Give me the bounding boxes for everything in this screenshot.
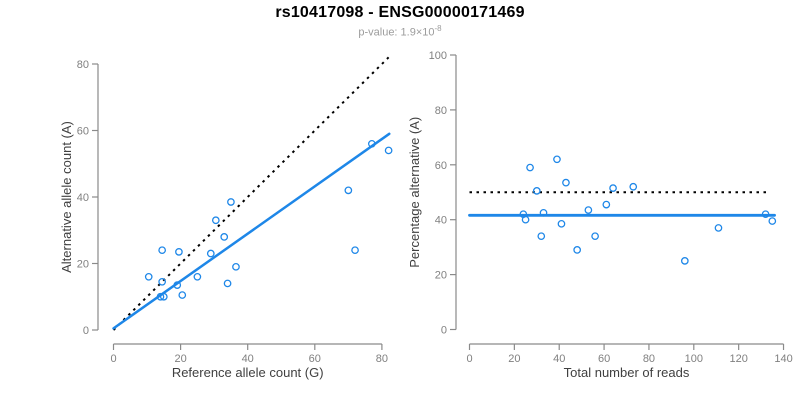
x-axis-title: Reference allele count (G) <box>172 365 324 380</box>
y-tick-label: 40 <box>77 192 89 204</box>
data-point <box>573 246 582 254</box>
data-point <box>539 208 548 217</box>
data-point <box>557 219 566 228</box>
data-point <box>156 292 165 301</box>
data-point <box>537 232 546 241</box>
x-tick-label: 80 <box>376 353 388 365</box>
x-axis-title: Total number of reads <box>564 365 690 380</box>
y-tick-label: 40 <box>435 215 447 227</box>
y-tick-label: 60 <box>435 160 447 172</box>
identity-line <box>112 56 390 331</box>
p-value-text: p-value: 1.9×10 <box>358 26 435 39</box>
x-tick-label: 20 <box>508 353 520 365</box>
y-tick-label: 80 <box>77 59 89 71</box>
y-tick-label: 80 <box>435 105 447 117</box>
x-tick-label: 40 <box>242 353 254 365</box>
x-tick-label: 120 <box>729 353 747 365</box>
x-tick-label: 140 <box>774 353 792 365</box>
data-point <box>220 233 229 241</box>
y-axis-title: Alternative allele count (A) <box>59 121 74 273</box>
data-point <box>521 215 530 224</box>
data-point <box>367 139 376 148</box>
data-point <box>178 291 187 299</box>
data-point <box>144 272 153 281</box>
y-tick-label: 0 <box>441 325 447 337</box>
data-point <box>158 246 166 255</box>
x-tick-label: 0 <box>466 353 472 365</box>
x-tick-label: 40 <box>553 353 565 365</box>
y-tick-label: 20 <box>77 259 89 271</box>
y-axis-title: Percentage alternative (A) <box>407 117 422 268</box>
data-point <box>351 246 359 255</box>
x-tick-label: 20 <box>174 353 186 365</box>
x-tick-label: 100 <box>685 353 703 365</box>
page-title: rs10417098 - ENSG00000171469 <box>275 4 525 21</box>
x-tick-label: 60 <box>598 353 610 365</box>
data-point <box>591 232 599 241</box>
data-point <box>562 178 570 187</box>
y-tick-label: 60 <box>77 126 89 138</box>
data-point <box>384 146 393 155</box>
data-point <box>173 281 182 289</box>
p-value-subtitle: p-value: 1.9×10-8 <box>0 24 800 39</box>
data-point <box>761 210 770 219</box>
data-point <box>609 184 617 192</box>
data-point <box>680 257 689 265</box>
data-point <box>714 224 723 232</box>
data-point <box>629 182 638 191</box>
data-point <box>193 272 202 281</box>
data-point <box>175 248 183 256</box>
data-point <box>159 292 168 301</box>
data-point <box>211 216 220 225</box>
data-point <box>584 206 593 214</box>
data-point <box>223 279 232 288</box>
y-tick-label: 20 <box>435 270 447 282</box>
data-point <box>232 262 240 271</box>
regression-line <box>112 132 391 330</box>
p-value-exponent: -8 <box>434 24 442 33</box>
data-point <box>768 217 777 225</box>
data-point <box>206 249 215 258</box>
data-point <box>526 163 534 172</box>
data-point <box>158 277 166 286</box>
y-tick-label: 100 <box>429 50 447 62</box>
x-tick-label: 60 <box>309 353 321 365</box>
x-tick-label: 80 <box>643 353 655 365</box>
data-point <box>602 200 611 209</box>
data-point <box>532 187 541 195</box>
data-point <box>227 198 235 206</box>
data-point <box>344 186 353 195</box>
data-point <box>553 155 561 164</box>
y-tick-label: 0 <box>83 325 89 337</box>
x-tick-label: 0 <box>110 353 116 365</box>
